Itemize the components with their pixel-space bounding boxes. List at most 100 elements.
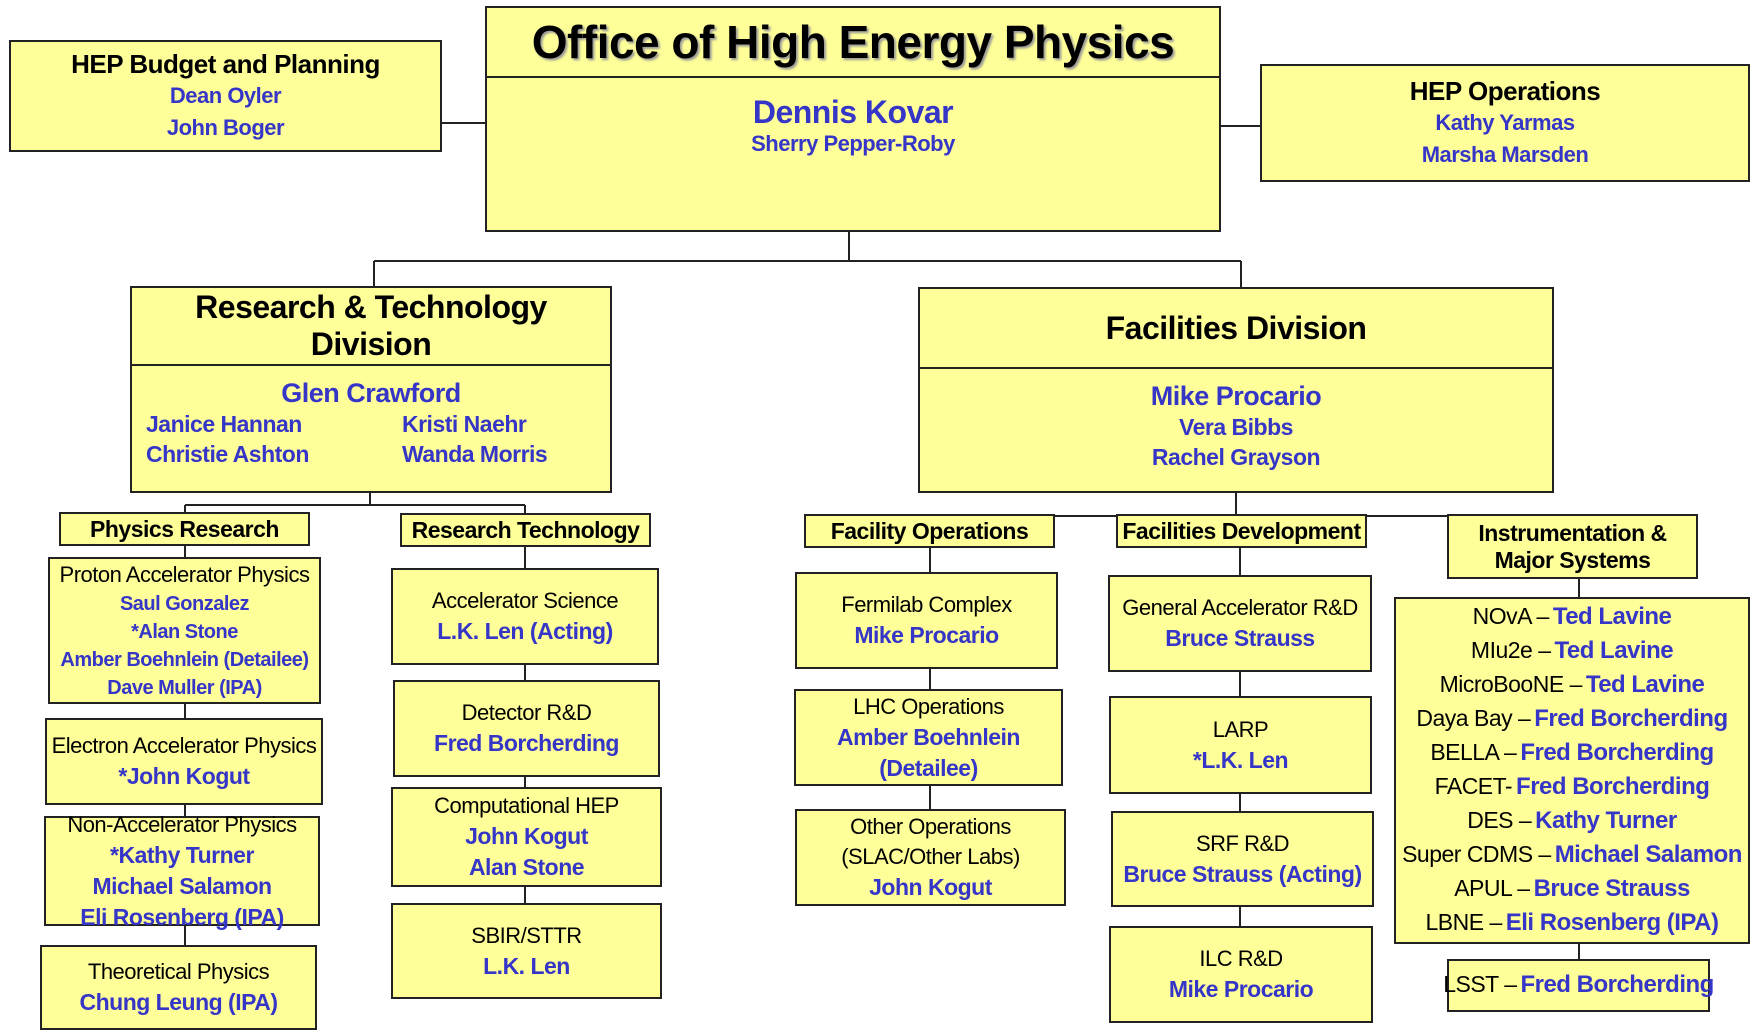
person: *John Kogut: [118, 763, 250, 789]
staff-member: Christie Ashton: [146, 441, 309, 467]
person: John Kogut: [465, 823, 588, 849]
system-name: BELLA –: [1430, 738, 1517, 765]
unit-title: SRF R&D: [1195, 830, 1290, 856]
system-name: Daya Bay –: [1416, 704, 1531, 731]
unit-title: Theoretical Physics: [87, 959, 270, 984]
person: Dean Oyler: [169, 82, 282, 108]
unit-box: Non-Accelerator Physics *Kathy Turner Mich…: [44, 812, 320, 930]
system-lead: Michael Salamon: [1554, 840, 1743, 868]
system-lead: Eli Rosenberg (IPA): [1505, 908, 1719, 936]
unit-title: Computational HEP: [434, 793, 619, 818]
system-row: DES – Kathy Turner: [1467, 805, 1677, 839]
system-row: MicroBooNE – Ted Lavine: [1440, 669, 1705, 703]
group-header: Research Technology: [400, 513, 651, 547]
unit-box: Fermilab Complex Mike Procario: [795, 572, 1058, 669]
group-title: Research Technology: [411, 516, 640, 543]
person: Saul Gonzalez: [119, 592, 250, 615]
operations-box: HEP Operations Kathy Yarmas Marsha Marsden: [1260, 64, 1750, 182]
unit-box: Detector R&D Fred Borcherding: [393, 680, 660, 777]
unit-box: LSST – Fred Borcherding: [1443, 959, 1714, 1012]
unit-title: LHC Operations: [853, 693, 1004, 719]
system-row: BELLA – Fred Borcherding: [1430, 737, 1714, 771]
system-name: Super CDMS –: [1402, 840, 1551, 867]
people: Glen Crawford Janice Hannan Kristi Naehr Ch…: [132, 366, 610, 469]
system-row: MIu2e – Ted Lavine: [1471, 635, 1674, 669]
unit-title: Accelerator Science: [431, 588, 619, 613]
person: Marsha Marsden: [1421, 141, 1589, 167]
system-lead: Kathy Turner: [1535, 806, 1677, 834]
system-lead: Fred Borcherding: [1520, 738, 1714, 766]
person: L.K. Len: [483, 952, 570, 979]
unit-box: Proton Accelerator Physics Saul Gonzalez *…: [48, 557, 321, 704]
system-name: LBNE –: [1425, 908, 1503, 935]
people: Dennis Kovar Sherry Pepper-Roby: [751, 78, 955, 157]
person: Mike Procario: [854, 622, 999, 648]
system-lead: Fred Borcherding: [1516, 772, 1710, 800]
person: John Boger: [166, 114, 285, 140]
unit-box: NOvA – Ted Lavine MIu2e – Ted Lavine Micro…: [1394, 597, 1750, 944]
person: John Kogut: [869, 874, 992, 900]
staff: Janice Hannan Kristi Naehr Christie Ashton…: [132, 409, 610, 469]
unit-box: Accelerator Science L.K. Len (Acting): [391, 568, 659, 665]
system-name: APUL –: [1454, 874, 1530, 901]
title-section: Facilities Division: [920, 289, 1552, 369]
division-head: Mike Procario: [1150, 381, 1322, 411]
division-head: Glen Crawford: [281, 378, 461, 408]
group-title: Physics Research: [90, 515, 279, 542]
system-name: FACET-: [1434, 772, 1513, 799]
office-box: Office of High Energy Physics Dennis Kova…: [485, 6, 1221, 232]
deputy: Sherry Pepper-Roby: [751, 131, 955, 156]
group-header: Physics Research: [59, 512, 310, 546]
system-lead: Ted Lavine: [1552, 602, 1672, 630]
unit-title: Fermilab Complex: [841, 592, 1012, 617]
unit-box: SBIR/STTR L.K. Len: [391, 903, 662, 999]
unit-title: Proton Accelerator Physics: [59, 561, 310, 587]
unit-box: Other Operations (SLAC/Other Labs) John K…: [795, 809, 1066, 906]
group-title: Facilities Development: [1122, 517, 1361, 544]
person: Alan Stone: [468, 854, 585, 880]
system-name: MicroBooNE –: [1439, 670, 1583, 697]
system-row: Super CDMS – Michael Salamon: [1402, 839, 1742, 873]
system-lead: Fred Borcherding: [1534, 704, 1728, 732]
box-title: HEP Operations: [1409, 75, 1601, 106]
office-title: Office of High Energy Physics: [531, 16, 1175, 68]
person: Michael Salamon: [92, 872, 272, 899]
division-box: Research & Technology Division Glen Crawf…: [130, 286, 612, 493]
person: L.K. Len (Acting): [437, 618, 613, 644]
system-row: FACET- Fred Borcherding: [1435, 771, 1710, 805]
system-lead: Ted Lavine: [1585, 670, 1705, 698]
group-header: Facilities Development: [1116, 514, 1367, 548]
unit-box: Theoretical Physics Chung Leung (IPA): [40, 945, 317, 1030]
person: Eli Rosenberg (IPA): [80, 903, 284, 930]
unit-box: LARP *L.K. Len: [1109, 696, 1372, 794]
box-title: HEP Budget and Planning: [71, 48, 380, 79]
person: Bruce Strauss: [1165, 625, 1315, 651]
person: *L.K. Len: [1192, 746, 1289, 773]
unit-box: LHC Operations Amber Boehnlein (Detailee): [794, 689, 1063, 786]
people: Mike Procario Vera Bibbs Rachel Grayson: [920, 369, 1552, 472]
title-section: Office of High Energy Physics: [487, 8, 1219, 78]
staff: Vera Bibbs Rachel Grayson: [920, 412, 1552, 472]
unit-box: Electron Accelerator Physics *John Kogut: [45, 718, 323, 805]
system-lead: Bruce Strauss: [1533, 874, 1691, 902]
group-header: Instrumentation & Major Systems: [1447, 514, 1698, 579]
unit-box: SRF R&D Bruce Strauss (Acting): [1111, 811, 1374, 907]
group-title: Instrumentation & Major Systems: [1478, 519, 1667, 573]
group-header: Facility Operations: [804, 514, 1055, 548]
unit-title: ILC R&D: [1199, 946, 1283, 971]
person: Dave Muller (IPA): [107, 676, 262, 699]
person: Amber Boehnlein (Detailee): [60, 648, 309, 671]
unit-box: Computational HEP John Kogut Alan Stone: [391, 787, 662, 887]
person: Bruce Strauss (Acting): [1123, 860, 1362, 887]
person: Fred Borcherding: [434, 730, 619, 756]
unit-title: Non-Accelerator Physics: [67, 811, 297, 837]
staff-member: Rachel Grayson: [1151, 444, 1321, 470]
person: Kathy Yarmas: [1435, 109, 1575, 135]
title-section: Research & Technology Division: [132, 288, 610, 366]
unit-title: Electron Accelerator Physics: [51, 733, 317, 758]
person: *Alan Stone: [131, 620, 238, 643]
system-name: NOvA –: [1472, 602, 1550, 629]
staff-member: Wanda Morris: [402, 441, 548, 467]
staff-member: Vera Bibbs: [1179, 414, 1293, 440]
